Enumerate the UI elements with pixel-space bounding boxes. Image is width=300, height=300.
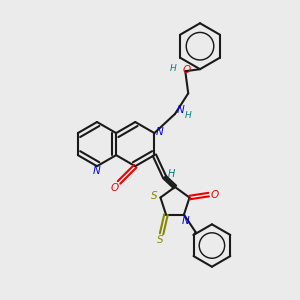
Text: O: O bbox=[111, 183, 119, 193]
Text: N: N bbox=[182, 215, 189, 226]
Text: H: H bbox=[167, 169, 175, 179]
Text: N: N bbox=[156, 127, 164, 136]
Text: N: N bbox=[176, 104, 184, 115]
Text: O: O bbox=[211, 190, 219, 200]
Text: N: N bbox=[93, 167, 101, 176]
Text: H: H bbox=[170, 64, 177, 73]
Text: H: H bbox=[185, 111, 192, 120]
Text: O: O bbox=[183, 65, 191, 75]
Text: S: S bbox=[157, 235, 164, 245]
Text: S: S bbox=[151, 191, 157, 201]
